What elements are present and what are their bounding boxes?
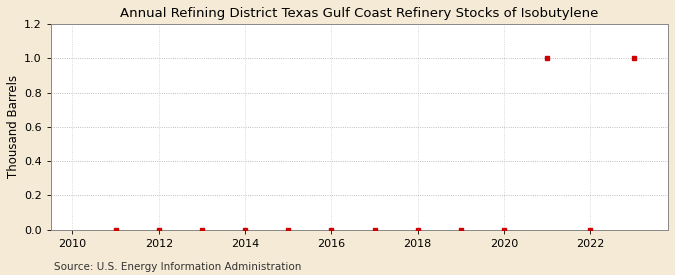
- Text: Source: U.S. Energy Information Administration: Source: U.S. Energy Information Administ…: [54, 262, 301, 272]
- Title: Annual Refining District Texas Gulf Coast Refinery Stocks of Isobutylene: Annual Refining District Texas Gulf Coas…: [120, 7, 599, 20]
- Y-axis label: Thousand Barrels: Thousand Barrels: [7, 75, 20, 178]
